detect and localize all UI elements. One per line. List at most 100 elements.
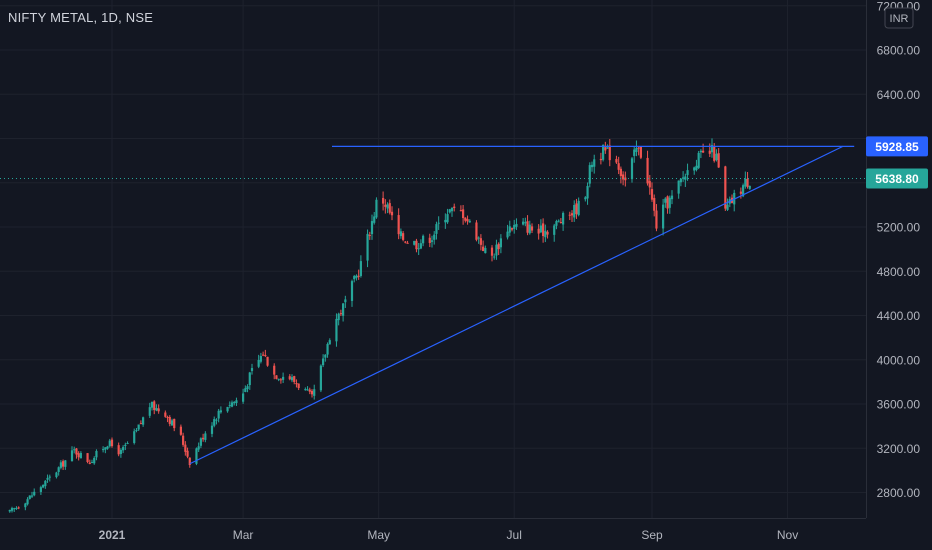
candle-down bbox=[608, 145, 611, 161]
candle-up bbox=[484, 247, 487, 254]
candle-up bbox=[366, 233, 369, 261]
candle-up bbox=[430, 240, 434, 242]
candle-up bbox=[108, 440, 111, 447]
candle-down bbox=[568, 214, 571, 216]
candle-up bbox=[148, 407, 151, 416]
candle-down bbox=[157, 408, 160, 412]
candle-down bbox=[397, 215, 400, 235]
candle-down bbox=[86, 453, 89, 462]
candle-up bbox=[499, 238, 502, 248]
candle-up bbox=[477, 237, 480, 239]
candle-down bbox=[17, 507, 20, 509]
candle-down bbox=[428, 237, 431, 243]
candle-up bbox=[350, 281, 354, 301]
candle-up bbox=[215, 419, 218, 421]
candle-up bbox=[126, 442, 129, 445]
candle-down bbox=[173, 418, 176, 429]
candle-up bbox=[684, 176, 687, 180]
candle-up bbox=[588, 165, 591, 184]
candle-up bbox=[102, 449, 105, 451]
candle-down bbox=[570, 213, 574, 216]
candle-down bbox=[599, 158, 602, 161]
candle-down bbox=[717, 153, 720, 168]
candle-down bbox=[510, 228, 514, 230]
candle-up bbox=[33, 491, 36, 496]
candle-down bbox=[164, 412, 167, 417]
candle-up bbox=[10, 508, 14, 511]
candle-up bbox=[210, 425, 214, 434]
candle-up bbox=[593, 159, 596, 167]
candle-up bbox=[413, 240, 416, 245]
candle-down bbox=[279, 379, 282, 381]
candle-down bbox=[619, 168, 622, 177]
candle-up bbox=[508, 226, 511, 233]
resistance-price-tag[interactable]: 5928.85 bbox=[866, 136, 928, 157]
candle-down bbox=[404, 241, 407, 243]
last-price-tag[interactable]: 5638.80 bbox=[866, 168, 928, 189]
candle-up bbox=[493, 256, 496, 258]
candle-down bbox=[188, 457, 191, 466]
candle-up bbox=[748, 185, 751, 189]
y-tick-label: 4800.00 bbox=[877, 265, 921, 279]
candle-down bbox=[390, 211, 394, 216]
candle-down bbox=[110, 439, 114, 447]
candle-up bbox=[448, 209, 451, 213]
candle-up bbox=[122, 447, 125, 451]
candle-up bbox=[697, 152, 700, 168]
y-axis: 2800.00 3200.00 3600.00 4000.00 4400.00 4800.… bbox=[877, 0, 921, 500]
candle-up bbox=[679, 178, 682, 183]
candle-up bbox=[399, 231, 402, 237]
candle-down bbox=[615, 158, 618, 163]
candle-up bbox=[277, 378, 280, 380]
candle-up bbox=[8, 509, 11, 512]
currency-badge-label: INR bbox=[890, 13, 909, 25]
candle-up bbox=[744, 178, 747, 187]
candle-down bbox=[622, 174, 625, 180]
candle-up bbox=[248, 372, 251, 386]
support-trendline[interactable] bbox=[189, 145, 844, 465]
candle-up bbox=[633, 149, 636, 156]
candle-down bbox=[542, 223, 545, 237]
candle-down bbox=[604, 147, 607, 151]
candle-down bbox=[117, 445, 120, 455]
candle-up bbox=[522, 221, 525, 225]
candle-up bbox=[375, 199, 378, 218]
candle-up bbox=[250, 368, 254, 371]
candle-up bbox=[257, 359, 260, 367]
candle-up bbox=[335, 318, 338, 342]
candle-down bbox=[490, 247, 494, 256]
candle-up bbox=[590, 164, 594, 168]
candle-up bbox=[662, 204, 665, 229]
candle-down bbox=[453, 206, 456, 208]
candle-down bbox=[464, 217, 467, 221]
candle-up bbox=[557, 220, 560, 222]
candle-up bbox=[155, 407, 158, 411]
candle-up bbox=[217, 410, 220, 419]
candle-up bbox=[64, 460, 67, 467]
candle-up bbox=[313, 389, 316, 396]
candle-up bbox=[324, 354, 327, 358]
candle-up bbox=[44, 480, 47, 487]
candle-up bbox=[104, 447, 107, 450]
candle-up bbox=[73, 449, 76, 451]
candle-down bbox=[339, 313, 342, 315]
candle-down bbox=[617, 163, 620, 170]
candle-up bbox=[506, 231, 509, 238]
candle-up bbox=[726, 204, 729, 210]
candle-down bbox=[310, 390, 314, 395]
currency-badge[interactable]: INR bbox=[884, 7, 914, 29]
candle-down bbox=[655, 210, 658, 229]
candle-down bbox=[357, 275, 360, 277]
candle-up bbox=[630, 158, 634, 180]
candle-down bbox=[368, 234, 371, 236]
candle-up bbox=[328, 340, 331, 345]
candle-up bbox=[233, 401, 236, 404]
x-tick-label: Sep bbox=[641, 528, 663, 542]
candle-down bbox=[402, 233, 405, 240]
grid bbox=[0, 0, 866, 518]
candle-up bbox=[513, 224, 516, 229]
candle-up bbox=[370, 221, 374, 235]
